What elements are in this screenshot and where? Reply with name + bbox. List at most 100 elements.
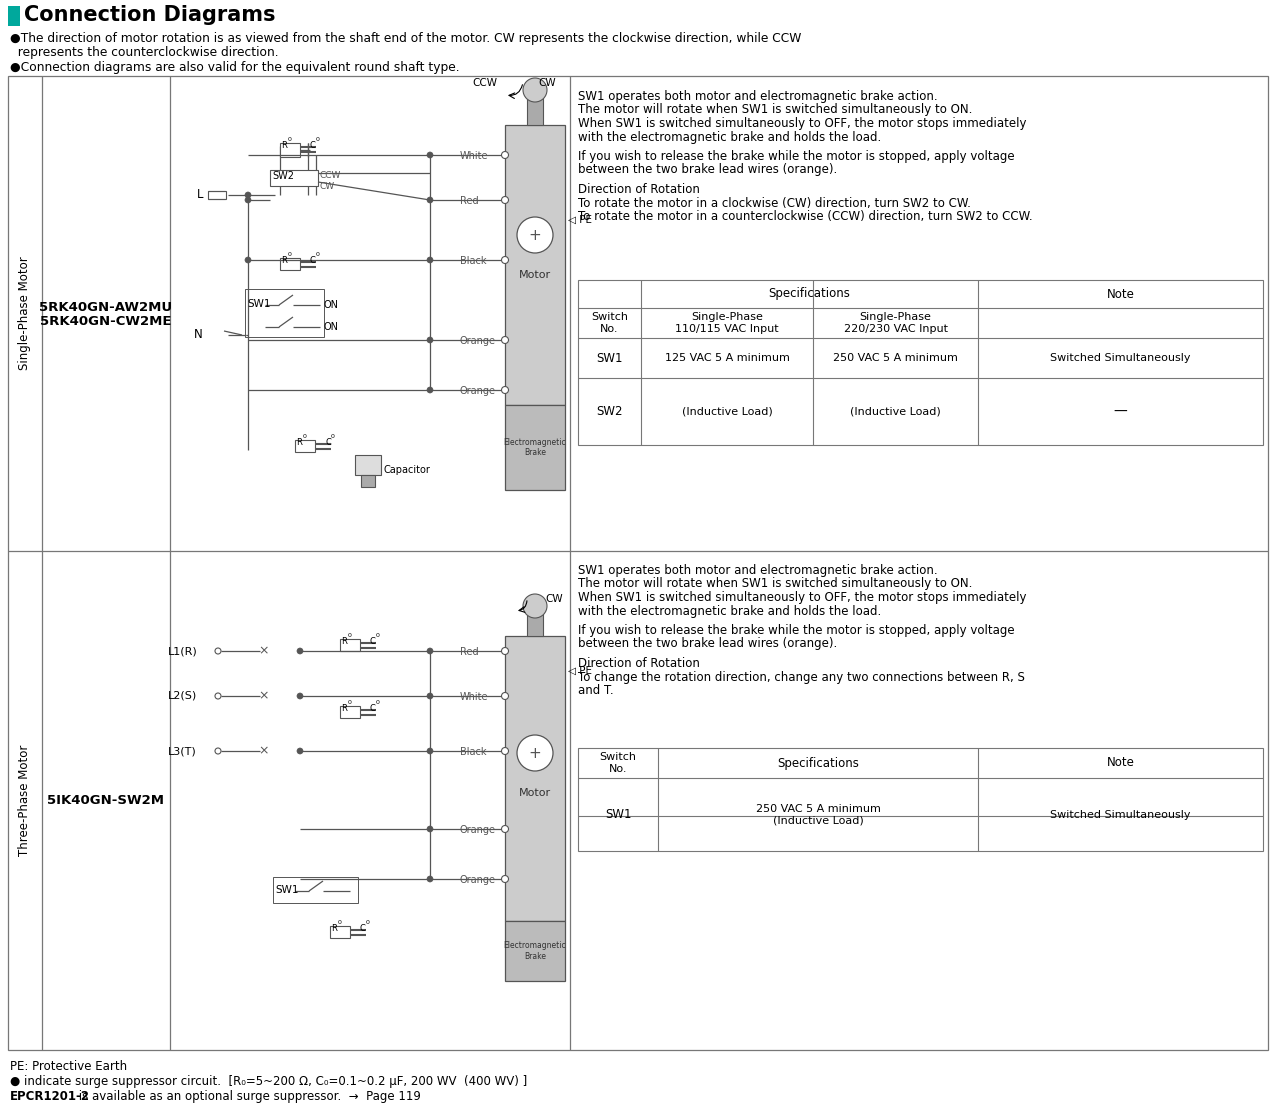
- Text: White: White: [460, 692, 489, 702]
- Circle shape: [502, 197, 508, 204]
- Text: Switch
No.: Switch No.: [591, 312, 628, 333]
- Text: C: C: [325, 438, 330, 446]
- Text: To rotate the motor in a counterclockwise (CCW) direction, turn SW2 to CCW.: To rotate the motor in a counterclockwis…: [579, 210, 1033, 223]
- Text: Single-Phase
110/115 VAC Input: Single-Phase 110/115 VAC Input: [675, 312, 778, 333]
- Text: ×: ×: [259, 744, 269, 758]
- Text: SW1: SW1: [247, 299, 270, 309]
- Text: Switched Simultaneously: Switched Simultaneously: [1051, 809, 1190, 819]
- Text: C: C: [370, 637, 376, 646]
- Text: R: R: [332, 924, 337, 933]
- Text: Orange: Orange: [460, 386, 497, 396]
- Text: Capacitor: Capacitor: [383, 466, 430, 474]
- Text: When SW1 is switched simultaneously to OFF, the motor stops immediately: When SW1 is switched simultaneously to O…: [579, 591, 1027, 604]
- Text: Specifications: Specifications: [768, 288, 850, 301]
- Text: 5RK40GN-AW2MU: 5RK40GN-AW2MU: [40, 301, 173, 314]
- Text: 0: 0: [376, 633, 380, 638]
- Text: 250 VAC 5 A minimum
(Inductive Load): 250 VAC 5 A minimum (Inductive Load): [755, 803, 881, 826]
- Bar: [280, 143, 300, 157]
- Text: CCW: CCW: [472, 78, 498, 88]
- Circle shape: [297, 693, 303, 699]
- Text: Orange: Orange: [460, 875, 497, 885]
- Text: (Inductive Load): (Inductive Load): [682, 406, 772, 416]
- Circle shape: [524, 594, 547, 618]
- Text: C: C: [310, 256, 316, 265]
- Text: Switch
No.: Switch No.: [599, 752, 636, 774]
- Circle shape: [244, 197, 251, 203]
- Circle shape: [244, 257, 251, 263]
- Text: SW1 operates both motor and electromagnetic brake action.: SW1 operates both motor and electromagne…: [579, 564, 938, 577]
- Text: Connection Diagrams: Connection Diagrams: [24, 4, 275, 25]
- Circle shape: [502, 386, 508, 394]
- Text: 5IK40GN-SW2M: 5IK40GN-SW2M: [47, 794, 165, 807]
- Circle shape: [428, 337, 433, 344]
- Text: SW1 operates both motor and electromagnetic brake action.: SW1 operates both motor and electromagne…: [579, 90, 938, 103]
- Bar: [244, 289, 324, 337]
- Text: 0: 0: [316, 252, 320, 257]
- Bar: [506, 125, 564, 405]
- Text: N: N: [195, 329, 204, 341]
- Bar: [579, 747, 1263, 852]
- Text: 0: 0: [332, 434, 335, 439]
- Circle shape: [428, 197, 433, 203]
- Text: is available as an optional surge suppressor.  →  Page 119: is available as an optional surge suppre…: [76, 1090, 421, 1103]
- Text: Red: Red: [460, 647, 479, 657]
- Text: Single-Phase
220/230 VAC Input: Single-Phase 220/230 VAC Input: [844, 312, 947, 333]
- Text: Electromagnetic
Brake: Electromagnetic Brake: [504, 438, 566, 458]
- Bar: [506, 636, 564, 921]
- Text: Three-Phase Motor: Three-Phase Motor: [18, 745, 32, 856]
- Bar: [340, 639, 360, 651]
- Circle shape: [428, 648, 433, 653]
- Text: ×: ×: [259, 645, 269, 658]
- Text: C: C: [310, 141, 316, 150]
- Text: C: C: [360, 924, 366, 933]
- Bar: [270, 170, 317, 186]
- Text: 0: 0: [316, 137, 320, 142]
- Circle shape: [517, 217, 553, 253]
- Bar: [330, 927, 349, 938]
- Text: L1(R): L1(R): [168, 646, 197, 656]
- Text: Direction of Rotation: Direction of Rotation: [579, 184, 700, 196]
- Circle shape: [428, 826, 433, 833]
- Text: Motor: Motor: [518, 788, 552, 798]
- Text: 0: 0: [303, 434, 307, 439]
- Circle shape: [428, 387, 433, 393]
- Circle shape: [297, 747, 303, 754]
- Circle shape: [244, 192, 251, 198]
- Text: EPCR1201-2: EPCR1201-2: [10, 1090, 90, 1103]
- Circle shape: [502, 648, 508, 655]
- Text: When SW1 is switched simultaneously to OFF, the motor stops immediately: When SW1 is switched simultaneously to O…: [579, 117, 1027, 130]
- Text: Black: Black: [460, 747, 486, 756]
- Text: and T.: and T.: [579, 684, 613, 697]
- Text: 0: 0: [348, 633, 352, 638]
- Circle shape: [428, 152, 433, 158]
- Text: with the electromagnetic brake and holds the load.: with the electromagnetic brake and holds…: [579, 604, 881, 618]
- Text: Red: Red: [460, 196, 479, 206]
- Text: Specifications: Specifications: [777, 756, 859, 770]
- Text: R: R: [340, 637, 347, 646]
- Text: CW: CW: [545, 594, 563, 604]
- Text: R: R: [282, 256, 287, 265]
- Text: L2(S): L2(S): [168, 692, 197, 700]
- Bar: [579, 280, 1263, 445]
- Text: 0: 0: [288, 252, 292, 257]
- Circle shape: [502, 256, 508, 263]
- Text: +: +: [529, 745, 541, 761]
- Text: +: +: [529, 227, 541, 243]
- Text: ON: ON: [323, 322, 338, 332]
- Text: CW: CW: [538, 78, 556, 88]
- Text: between the two brake lead wires (orange).: between the two brake lead wires (orange…: [579, 163, 837, 177]
- Bar: [8, 6, 20, 26]
- Text: SW2: SW2: [596, 405, 623, 419]
- Text: ◁ PE: ◁ PE: [568, 215, 591, 225]
- Text: —: —: [1114, 404, 1128, 419]
- Bar: [8, 76, 1268, 1050]
- Circle shape: [502, 337, 508, 344]
- Bar: [527, 606, 543, 636]
- Text: SW1: SW1: [275, 885, 298, 895]
- Circle shape: [428, 747, 433, 754]
- Text: with the electromagnetic brake and holds the load.: with the electromagnetic brake and holds…: [579, 131, 881, 143]
- Circle shape: [428, 876, 433, 882]
- Bar: [207, 191, 227, 199]
- Bar: [280, 258, 300, 270]
- Text: R: R: [340, 704, 347, 713]
